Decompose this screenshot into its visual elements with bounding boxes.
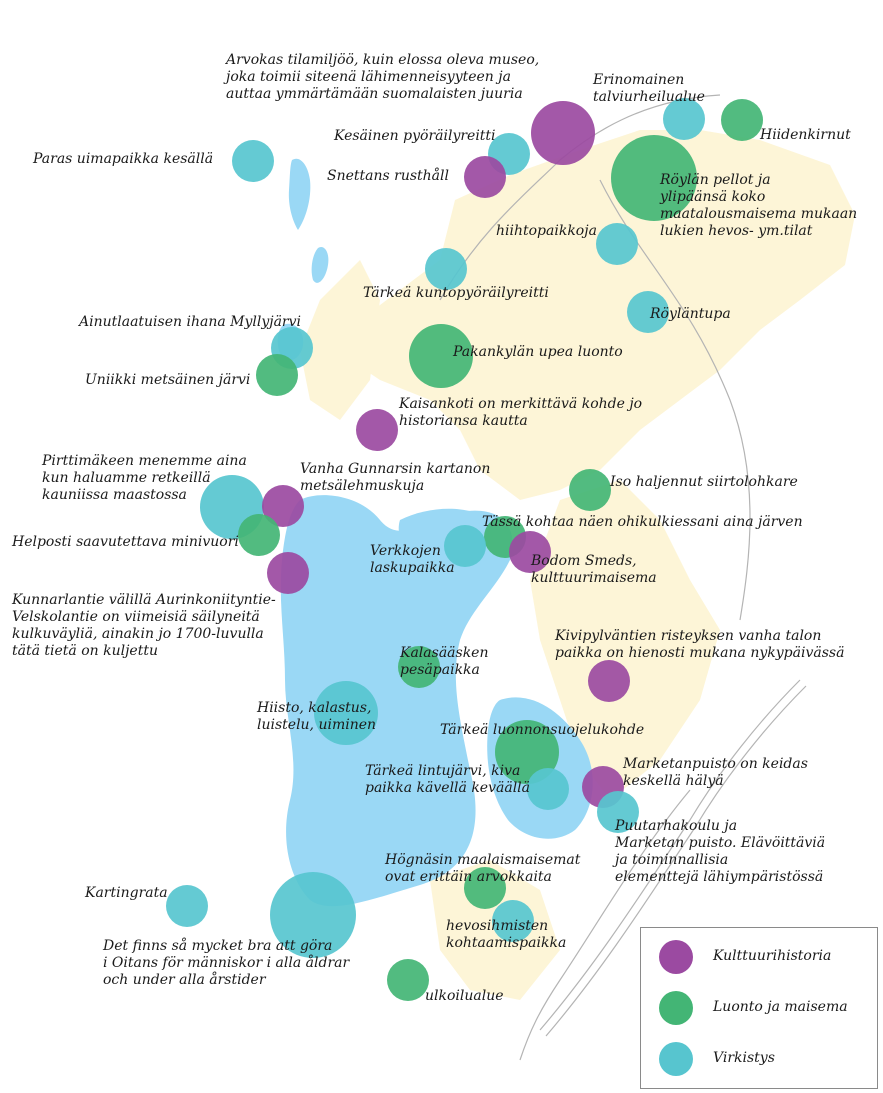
label-tarkea-lintu: Tärkeä lintujärvi, kiva paikka kävellä k… bbox=[365, 763, 530, 796]
poi-erinomainen bbox=[663, 98, 705, 140]
roads bbox=[439, 94, 807, 1061]
virkistys-swatch bbox=[659, 1042, 693, 1076]
label-ainutlaatuisen: Ainutlaatuisen ihana Myllyjärvi bbox=[79, 314, 302, 330]
poi-hevosihmisten bbox=[492, 900, 534, 942]
label-iso-haljennut: Iso haljennut siirtolohkare bbox=[610, 474, 798, 490]
road-east bbox=[599, 179, 751, 621]
label-tarkea-luonnon: Tärkeä luonnonsuojelukohde bbox=[440, 722, 645, 738]
label-paras: Paras uimapaikka kesällä bbox=[33, 151, 214, 167]
poi-hiidenkirnut bbox=[721, 99, 763, 141]
poi-kivipylvaantien bbox=[588, 660, 630, 702]
luonto-swatch bbox=[659, 991, 693, 1025]
poi-det-finns bbox=[270, 872, 356, 958]
label-pakankylan: Pakankylän upea luonto bbox=[453, 344, 623, 360]
label-det-finns: Det finns så mycket bra att göra i Oitan… bbox=[103, 938, 350, 988]
label-kivipylvaantien: Kivipylväntien risteyksen vanha talon pa… bbox=[555, 628, 845, 661]
legend-label-luonto: Luonto ja maisema bbox=[713, 999, 848, 1015]
label-kalasaasken: Kalasääsken pesäpaikka bbox=[400, 645, 489, 678]
label-verkkojen: Verkkojen laskupaikka bbox=[370, 543, 455, 576]
poi-kaisankoti bbox=[356, 409, 398, 451]
poi-hiihtopaikkoja bbox=[596, 223, 638, 265]
poi-tarkea-lintu bbox=[527, 768, 569, 810]
poi-uniikki bbox=[256, 354, 298, 396]
label-kesainen: Kesäinen pyöräilyreitti bbox=[334, 128, 496, 144]
legend-label-virkistys: Virkistys bbox=[713, 1050, 775, 1066]
poi-hognasin bbox=[464, 867, 506, 909]
legend-label-kulttuurihistoria: Kulttuurihistoria bbox=[713, 948, 832, 964]
poi-verkkojen bbox=[444, 525, 486, 567]
label-roylantupa: Röyläntupa bbox=[650, 306, 731, 322]
label-kartingrata: Kartingrata bbox=[85, 885, 168, 901]
poi-snettans bbox=[464, 156, 506, 198]
land-area-mid bbox=[530, 480, 720, 800]
railway bbox=[539, 679, 801, 1031]
label-roylan-pellot: Röylän pellot ja ylipäänsä koko maatalou… bbox=[660, 172, 858, 239]
lake-small-2 bbox=[311, 246, 329, 283]
railway-parallel bbox=[545, 685, 807, 1037]
label-hiihtopaikkoja: hiihtopaikkoja bbox=[496, 223, 597, 239]
poi-roylantupa bbox=[627, 291, 669, 333]
label-snettans: Snettans rusthåll bbox=[327, 168, 449, 184]
label-vanha-gunnarsin: Vanha Gunnarsin kartanon metsälehmuskuja bbox=[300, 461, 491, 494]
road-south bbox=[519, 789, 691, 1061]
land-area-north bbox=[350, 130, 855, 500]
lake-main bbox=[280, 495, 513, 907]
label-uniikki: Uniikki metsäinen järvi bbox=[85, 372, 251, 388]
label-helposti: Helposti saavutettava minivuori bbox=[12, 534, 239, 550]
poi-circles bbox=[166, 98, 763, 1001]
poi-pakankylan bbox=[409, 324, 473, 388]
label-arvokas: Arvokas tilamiljöö, kuin elossa oleva mu… bbox=[226, 52, 540, 102]
poi-tarkea-kunto bbox=[425, 248, 467, 290]
kulttuurihistoria-swatch bbox=[659, 940, 693, 974]
poi-vanha-gunnarsin bbox=[262, 485, 304, 527]
poi-tarkea-luonnon bbox=[495, 720, 559, 784]
label-kaisankoti: Kaisankoti on merkittävä kohde jo histor… bbox=[399, 396, 643, 429]
poi-kunnarlantie bbox=[267, 552, 309, 594]
poi-roylan-pellot bbox=[611, 135, 697, 221]
poi-ulkoilualue bbox=[387, 959, 429, 1001]
label-marketanpuisto: Marketanpuisto on keidas keskellä hälyä bbox=[623, 756, 808, 789]
poi-iso-haljennut bbox=[569, 469, 611, 511]
poi-paras bbox=[232, 140, 274, 182]
label-tarkea-kunto: Tärkeä kuntopyöräilyreitti bbox=[363, 285, 549, 301]
label-hevosihmisten: hevosihmisten kohtaamispaikka bbox=[446, 918, 567, 951]
poi-puutarhakoulu bbox=[597, 791, 639, 833]
label-erinomainen: Erinomainen talviurheilualue bbox=[593, 72, 705, 105]
lake-small-1 bbox=[288, 158, 311, 230]
poi-arvokas bbox=[531, 101, 595, 165]
label-tassa-kohtaa: Tässä kohtaa näen ohikulkiessani aina jä… bbox=[482, 514, 803, 530]
legend: Kulttuurihistoria Luonto ja maisema Virk… bbox=[640, 927, 878, 1089]
label-puutarhakoulu: Puutarhakoulu ja Marketan puisto. Elävöi… bbox=[615, 818, 826, 885]
label-ulkoilualue: ulkoilualue bbox=[425, 988, 504, 1004]
poi-helposti bbox=[238, 514, 280, 556]
label-pirttimakeen: Pirttimäkeen menemme aina kun haluamme r… bbox=[42, 453, 247, 503]
poi-bodom bbox=[509, 531, 551, 573]
poi-hiisto bbox=[314, 681, 378, 745]
land-area-west bbox=[300, 260, 380, 420]
label-hiidenkirnut: Hiidenkirnut bbox=[760, 127, 851, 143]
poi-kartingrata bbox=[166, 885, 208, 927]
land-areas bbox=[300, 130, 855, 1000]
label-kunnarlantie: Kunnarlantie välillä Aurinkoniityntie- V… bbox=[12, 592, 276, 659]
label-hognasin: Högnäsin maalaismaisemat ovat erittäin a… bbox=[385, 852, 581, 885]
poi-kalasaasken bbox=[398, 646, 440, 688]
label-bodom: Bodom Smeds, kulttuurimaisema bbox=[531, 553, 657, 586]
label-hiisto: Hiisto, kalastus, luistelu, uiminen bbox=[257, 700, 377, 733]
